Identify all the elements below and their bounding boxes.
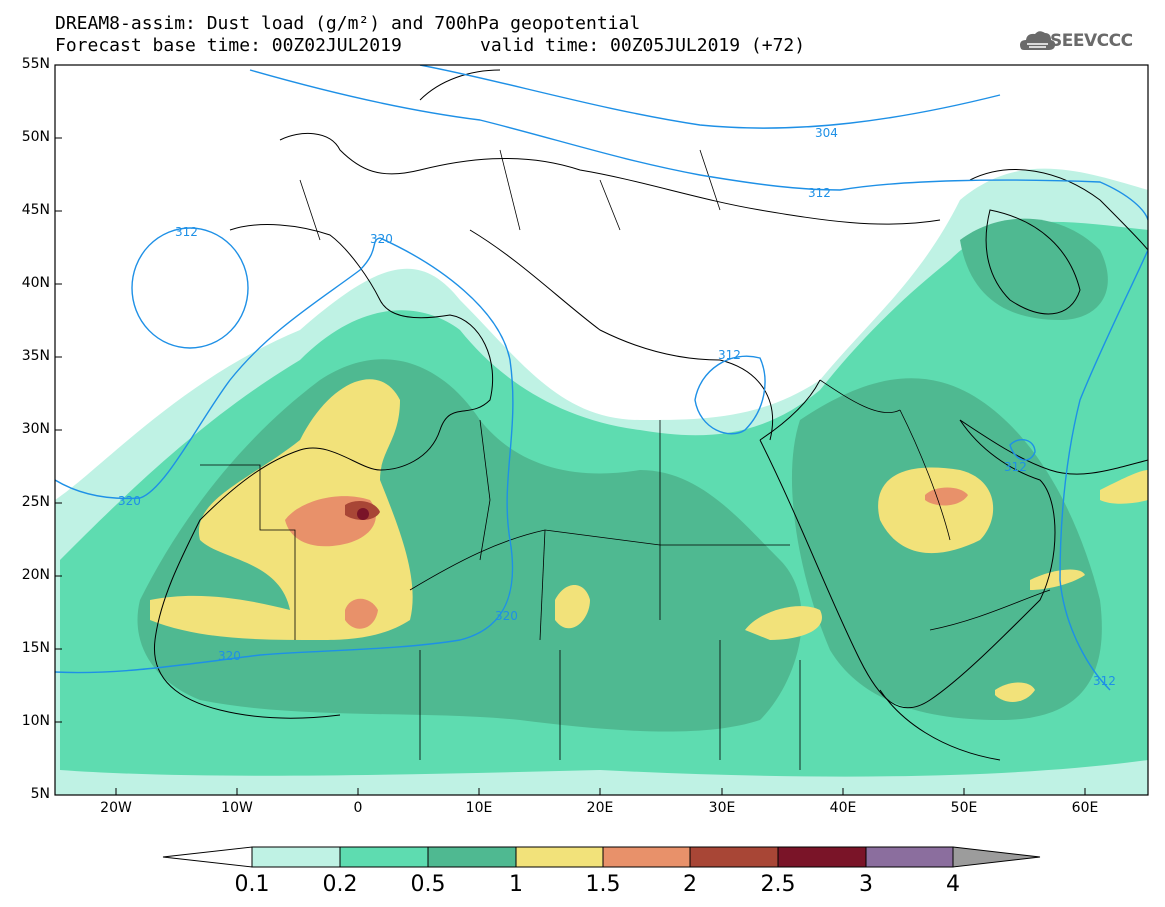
- colorbar-swatch: [251, 846, 341, 868]
- dust-region-yellow: [745, 606, 822, 640]
- lon-label: 60E: [1071, 800, 1099, 816]
- lat-label: 40N: [21, 275, 50, 291]
- base-time-label: Forecast base time: 00Z02JUL2019: [55, 35, 402, 56]
- lat-label: 30N: [21, 421, 50, 437]
- colorbar-level: 2.5: [760, 872, 796, 897]
- lat-label: 5N: [30, 786, 50, 802]
- contour-labels: 304 312 312 312 312 320 320 320 320 312: [118, 126, 1116, 688]
- colorbar-swatch: [777, 846, 867, 868]
- map-title: DREAM8-assim: Dust load (g/m²) and 700hP…: [55, 13, 641, 34]
- dust-max: [357, 508, 369, 520]
- dust-region-yellow: [555, 585, 590, 629]
- dust-region-yellow: [1030, 569, 1085, 590]
- colorbar: [162, 846, 1041, 868]
- dust-region-yellow: [150, 379, 413, 640]
- lat-label: 25N: [21, 494, 50, 510]
- colorbar-swatch: [515, 846, 604, 868]
- colorbar-swatch: [339, 846, 429, 868]
- colorbar-under-arrow: [162, 846, 253, 868]
- lat-label: 15N: [21, 640, 50, 656]
- lon-label: 10E: [465, 800, 493, 816]
- lon-label: 30E: [708, 800, 736, 816]
- contour-label: 304: [815, 126, 838, 140]
- lat-label: 10N: [21, 713, 50, 729]
- lon-label: 20E: [586, 800, 614, 816]
- lat-label: 20N: [21, 567, 50, 583]
- contour-label: 320: [495, 609, 518, 623]
- contour-label: 320: [370, 232, 393, 246]
- colorbar-level: 1.5: [585, 872, 621, 897]
- lat-label: 55N: [21, 56, 50, 72]
- dust-region-yellow: [1100, 470, 1148, 504]
- geopotential-contours: [55, 65, 1148, 691]
- lon-label: 40E: [829, 800, 857, 816]
- lat-label: 45N: [21, 202, 50, 218]
- colorbar-level: 0.2: [322, 872, 358, 897]
- contour-label: 312: [718, 348, 741, 362]
- coastlines: [153, 69, 1148, 761]
- colorbar-over-arrow: [952, 846, 1041, 868]
- colorbar-level: 1: [509, 872, 523, 897]
- dust-region-mid: [960, 218, 1108, 320]
- colorbar-swatch: [689, 846, 779, 868]
- contour-label: 312: [1004, 460, 1027, 474]
- contour-312: [249, 69, 1148, 221]
- colorbar-level: 3: [859, 872, 873, 897]
- lon-label: 50E: [950, 800, 978, 816]
- lat-label: 50N: [21, 129, 50, 145]
- contour-label: 312: [175, 225, 198, 239]
- colorbar-level: 0.5: [410, 872, 446, 897]
- dust-region-orange: [345, 598, 378, 629]
- contour-label: 312: [1093, 674, 1116, 688]
- dust-field: 304 312 312 312 312 320 320 320 320 312: [55, 65, 1148, 795]
- country-borders: [200, 149, 1051, 770]
- contour-312: [131, 227, 249, 349]
- lon-label: 0: [353, 800, 363, 816]
- contour-label: 320: [118, 494, 141, 508]
- lon-label: 10W: [221, 800, 253, 816]
- colorbar-level: 4: [946, 872, 960, 897]
- colorbar-swatch: [427, 846, 517, 868]
- dust-region-yellow: [878, 467, 994, 554]
- logo-text: SEEVCCC: [1050, 31, 1133, 51]
- colorbar-level: 0.1: [234, 872, 270, 897]
- contour-312: [1009, 438, 1036, 461]
- colorbar-swatch: [602, 846, 691, 868]
- contour-304: [419, 65, 1001, 129]
- colorbar-swatch: [865, 846, 954, 868]
- dust-region-orange: [925, 487, 968, 506]
- colorbar-level: 2: [683, 872, 697, 897]
- contour-312: [1059, 249, 1148, 691]
- valid-time-label: valid time: 00Z05JUL2019 (+72): [480, 35, 806, 56]
- contour-320: [55, 237, 514, 674]
- contour-label: 320: [218, 649, 241, 663]
- lat-label: 35N: [21, 348, 50, 364]
- axis-ticks: [55, 64, 1086, 795]
- lon-label: 20W: [100, 800, 132, 816]
- contour-312: [694, 355, 766, 435]
- dust-region-yellow: [995, 682, 1035, 702]
- cloud-icon: [1020, 31, 1056, 50]
- contour-label: 312: [808, 186, 831, 200]
